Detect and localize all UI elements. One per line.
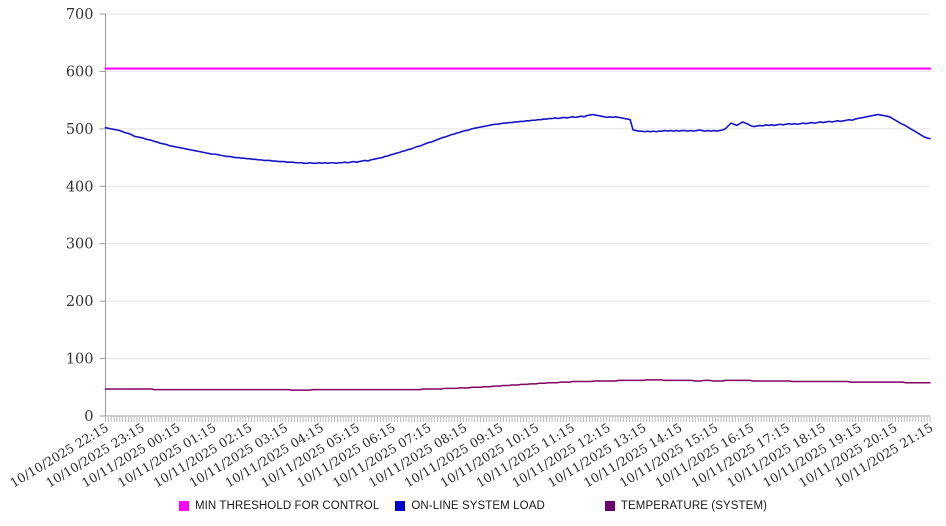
svg-text:200: 200	[66, 294, 94, 310]
legend-swatch-online-system-load	[395, 501, 406, 511]
chart-axes	[105, 14, 930, 417]
gridlines	[105, 13, 930, 360]
svg-text:300: 300	[66, 237, 94, 253]
svg-text:500: 500	[66, 122, 94, 138]
svg-text:100: 100	[66, 352, 94, 368]
data-series	[104, 67, 932, 391]
x-axis-tick-marks	[105, 417, 931, 422]
svg-text:700: 700	[66, 7, 94, 23]
legend-label-temperature-system: TEMPERATURE (SYSTEM)	[620, 500, 768, 512]
legend-swatch-min-threshold	[178, 501, 189, 511]
svg-text:0: 0	[84, 409, 93, 425]
legend-label-min-threshold: MIN THRESHOLD FOR CONTROL	[194, 500, 380, 512]
legend-item-temperature-system[interactable]: TEMPERATURE (SYSTEM)	[604, 500, 768, 512]
svg-text:400: 400	[66, 179, 94, 195]
svg-text:600: 600	[66, 64, 94, 80]
legend-item-min-threshold[interactable]: MIN THRESHOLD FOR CONTROL	[178, 500, 380, 512]
legend-swatch-temperature-system	[604, 501, 615, 511]
chart-legend: MIN THRESHOLD FOR CONTROL ON-LINE SYSTEM…	[0, 494, 946, 518]
y-axis-tick-labels: 0 100 200 300 400 500 600 700	[66, 7, 106, 425]
legend-item-online-system-load[interactable]: ON-LINE SYSTEM LOAD	[395, 500, 545, 512]
legend-label-online-system-load: ON-LINE SYSTEM LOAD	[411, 500, 545, 512]
